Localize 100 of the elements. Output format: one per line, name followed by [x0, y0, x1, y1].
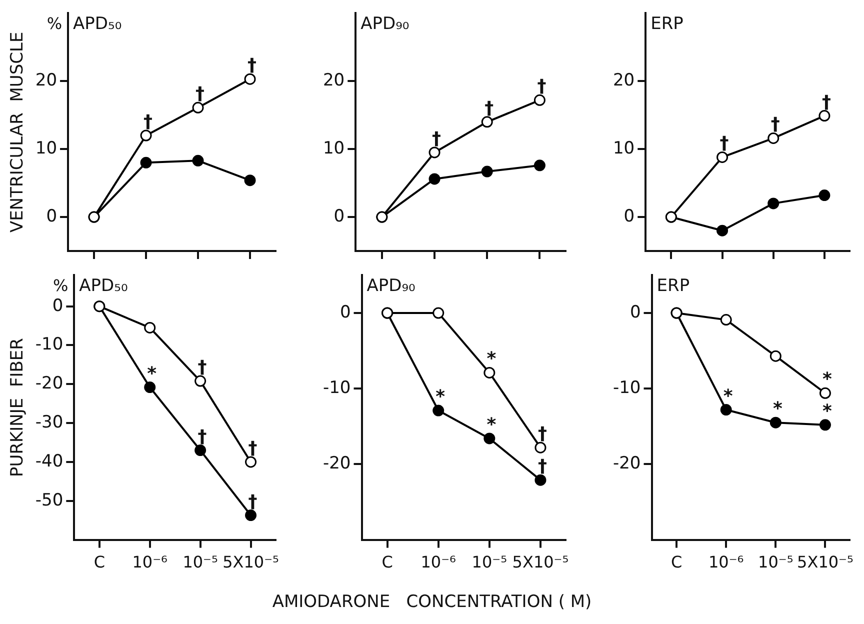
y-tick-label: 0 [340, 302, 351, 322]
point [768, 198, 780, 210]
annotation: † [720, 133, 729, 154]
point [819, 387, 831, 399]
annotation: † [538, 424, 547, 445]
point [716, 224, 728, 236]
x-tick-label: C [94, 552, 105, 572]
x-tick-label: 10⁻⁶ [420, 552, 456, 572]
y-tick-label: 0 [624, 206, 635, 226]
annotation: * [486, 348, 497, 370]
point [818, 110, 830, 122]
point [192, 102, 204, 114]
point [244, 73, 256, 85]
chart-title: APD₅₀ [79, 276, 128, 296]
y-tick-label: -30 [35, 412, 64, 432]
point [432, 307, 444, 319]
annotation: * [822, 369, 833, 390]
x-tick-label: C [670, 552, 682, 572]
y-tick-label: -50 [35, 490, 64, 510]
point [770, 416, 782, 428]
x-tick-label: C [382, 552, 393, 572]
annotation: * [486, 414, 497, 436]
x-tick-label: 5X10⁻⁵ [222, 552, 279, 572]
y-tick-label: 0 [334, 206, 345, 226]
chart-title: ERP [650, 14, 684, 34]
x-tick-label: 10⁻⁵ [182, 552, 218, 572]
point [245, 510, 257, 522]
x-tick-label: 10⁻⁵ [758, 552, 794, 572]
point [720, 404, 732, 416]
annotation: † [770, 114, 780, 136]
point [484, 432, 496, 444]
y-tick-label: 0 [52, 296, 64, 316]
y-tick-label: -20 [322, 454, 351, 474]
point [192, 154, 204, 166]
point [428, 146, 440, 158]
point [432, 404, 444, 416]
point [720, 314, 732, 326]
point [481, 166, 493, 178]
y-tick-label: 0 [46, 206, 58, 226]
annotation: † [198, 426, 207, 448]
x-tick-label: 10⁻⁶ [132, 552, 168, 572]
y-tick-label: -40 [35, 451, 64, 472]
y-tick-label: 20 [322, 70, 345, 91]
annotation: † [538, 456, 547, 478]
y-tick-label: -20 [612, 454, 641, 474]
chart-title: APD₅₀ [73, 14, 122, 34]
annotation: * [436, 386, 446, 408]
x-tick-label: 5X10⁻⁵ [512, 552, 569, 572]
y-tick-label: 10 [322, 138, 345, 159]
y-axis-title: VENTRICULAR MUSCLE [8, 32, 28, 232]
annotation: † [198, 357, 207, 378]
point [194, 444, 206, 456]
x-tick-label: 5X10⁻⁵ [797, 552, 854, 572]
annotation: † [432, 128, 442, 150]
annotation: † [144, 111, 153, 132]
chart-title: ERP [656, 276, 690, 296]
annotation: * [723, 386, 734, 407]
point [770, 350, 782, 362]
annotation: † [248, 491, 258, 512]
point [534, 442, 546, 454]
chart-title: APD₉₀ [366, 276, 416, 296]
annotation: † [537, 76, 546, 98]
y-tick-label: 20 [612, 70, 635, 91]
y-axis-title: PURKINJE FIBER [8, 338, 28, 477]
point [534, 94, 546, 106]
annotation: † [484, 98, 494, 119]
text: % [46, 14, 62, 34]
x-tick-label: 10⁻⁵ [472, 552, 508, 572]
point [768, 132, 780, 144]
y-tick-label: -10 [35, 334, 64, 355]
text: % [52, 276, 68, 296]
y-tick-label: -20 [35, 374, 64, 394]
point [818, 190, 830, 202]
point [481, 116, 493, 128]
annotation: * [822, 400, 833, 422]
point [428, 173, 440, 185]
y-tick-label: 20 [35, 70, 58, 91]
annotation: † [248, 55, 257, 76]
point [484, 366, 496, 378]
point [716, 151, 728, 163]
annotation: * [147, 363, 158, 384]
x-axis-title: AMIODARONE CONCENTRATION ( M) [271, 592, 593, 612]
point [534, 474, 546, 486]
point [140, 156, 152, 168]
chart-title: APD₉₀ [360, 14, 410, 34]
point [144, 382, 156, 394]
y-tick-label: -10 [322, 378, 351, 398]
point [144, 322, 156, 334]
annotation: † [196, 84, 205, 105]
point [534, 160, 546, 172]
x-tick-label: 10⁻⁶ [708, 552, 744, 572]
annotation: † [248, 438, 258, 459]
point [245, 456, 257, 468]
point [819, 419, 831, 431]
point [194, 375, 206, 387]
annotation: * [772, 398, 783, 420]
annotation: † [822, 92, 831, 113]
y-tick-label: 10 [35, 138, 58, 159]
y-tick-label: -10 [612, 378, 641, 398]
point [244, 174, 256, 186]
